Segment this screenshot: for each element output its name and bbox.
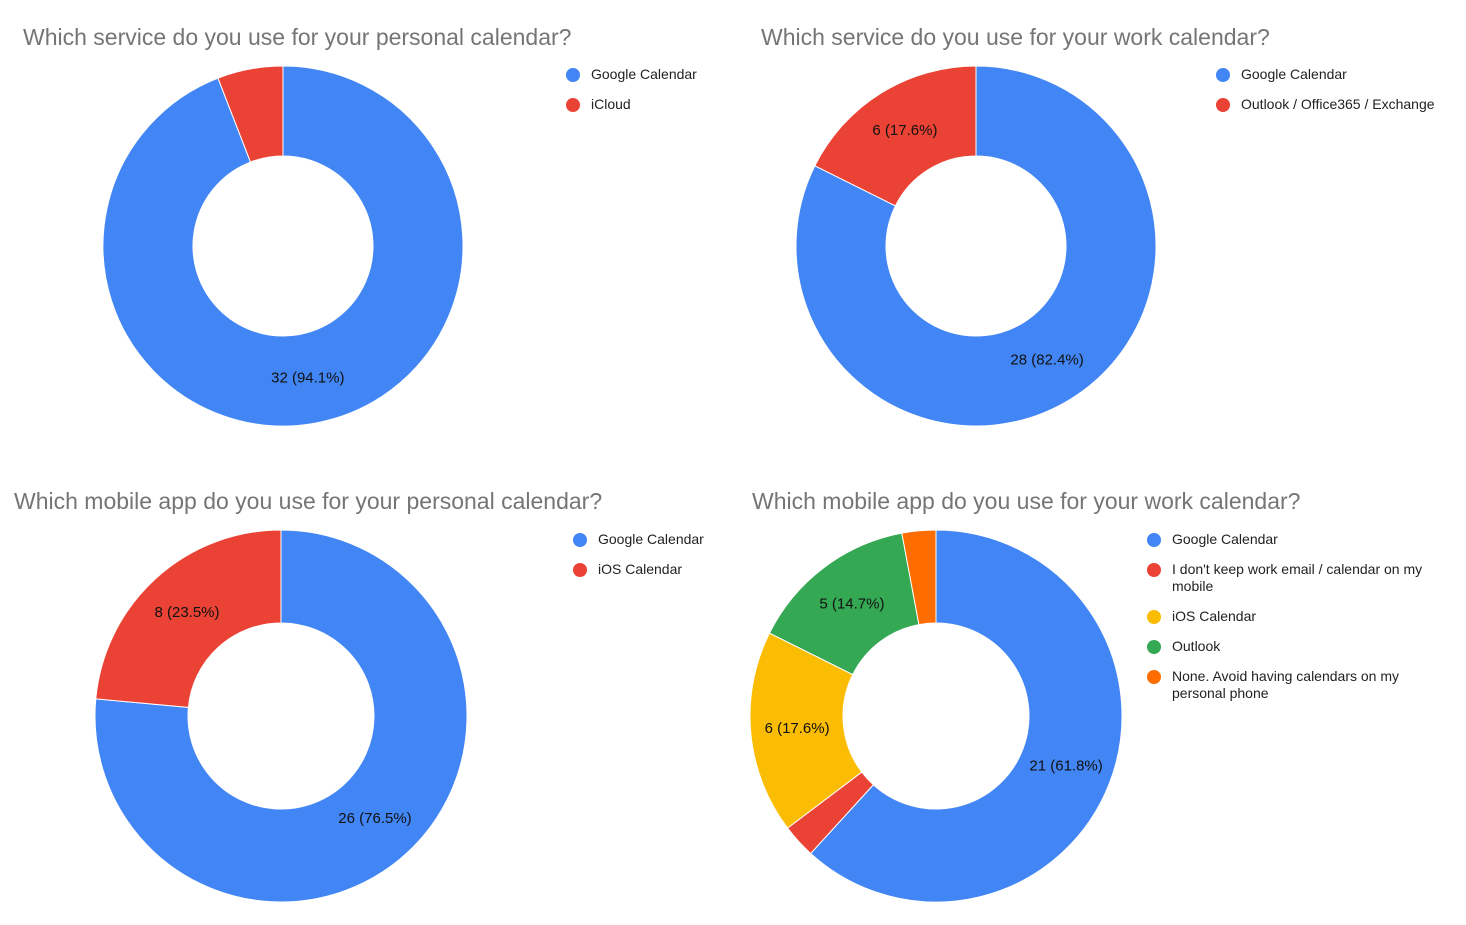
slice-google-calendar bbox=[809, 529, 1123, 903]
legend-label: Outlook bbox=[1172, 638, 1221, 654]
donut-chart: 32 (94.1%) bbox=[102, 65, 464, 427]
legend-dot-icon bbox=[1147, 670, 1161, 684]
chart-title: Which service do you use for your work c… bbox=[761, 24, 1270, 50]
legend-item-ios-calendar: iOS Calendar bbox=[573, 561, 773, 578]
donut-chart: 26 (76.5%) 8 (23.5%) bbox=[94, 529, 468, 903]
legend-item-outlook-office365-exchange: Outlook / Office365 / Exchange bbox=[1216, 96, 1461, 113]
legend-item-ios-calendar: iOS Calendar bbox=[1147, 608, 1447, 625]
donut-chart: 28 (82.4%) 6 (17.6%) bbox=[795, 65, 1157, 427]
data-label-google-calendar: 21 (61.8%) bbox=[1029, 757, 1102, 774]
data-label-outlook: 5 (14.7%) bbox=[819, 596, 884, 613]
slice-outlook bbox=[768, 532, 920, 676]
legend-dot-icon bbox=[573, 563, 587, 577]
legend-label: Google Calendar bbox=[591, 66, 697, 82]
legend-label: Outlook / Office365 / Exchange bbox=[1241, 96, 1435, 112]
slice-none-avoid-having-calendars-on-my-personal-phone bbox=[901, 529, 937, 626]
legend-dot-icon bbox=[1147, 610, 1161, 624]
legend-label: Google Calendar bbox=[1241, 66, 1347, 82]
legend-item-google-calendar: Google Calendar bbox=[1216, 66, 1461, 83]
legend-label: Google Calendar bbox=[598, 531, 704, 547]
legend-dot-icon bbox=[1216, 68, 1230, 82]
data-label-google-calendar: 28 (82.4%) bbox=[1010, 352, 1083, 369]
legend-label: iOS Calendar bbox=[598, 561, 683, 577]
legend-dot-icon bbox=[1216, 98, 1230, 112]
legend: Google Calendar iOS Calendar bbox=[573, 531, 773, 591]
legend-dot-icon bbox=[566, 98, 580, 112]
legend-label: iCloud bbox=[591, 96, 631, 112]
legend-item-none-avoid-having-calendars-on-my-personal-phone: None. Avoid having calendars on my perso… bbox=[1147, 668, 1447, 702]
legend-item-icloud: iCloud bbox=[566, 96, 766, 113]
legend: Google Calendar iCloud bbox=[566, 66, 766, 126]
slice-outlook-office365-exchange bbox=[814, 65, 977, 207]
legend-dot-icon bbox=[1147, 533, 1161, 547]
data-label-outlook-office365-exchange: 6 (17.6%) bbox=[872, 122, 937, 139]
data-label-ios-calendar: 6 (17.6%) bbox=[765, 720, 830, 737]
legend-dot-icon bbox=[1147, 640, 1161, 654]
legend-dot-icon bbox=[1147, 563, 1161, 577]
legend-dot-icon bbox=[566, 68, 580, 82]
legend-item-google-calendar: Google Calendar bbox=[573, 531, 773, 548]
chart-title: Which mobile app do you use for your wor… bbox=[752, 488, 1301, 514]
legend: Google Calendar I don't keep work email /… bbox=[1147, 531, 1447, 715]
legend-item-i-don-t-keep-work-email-calendar-on-my-mobile: I don't keep work email / calendar on my… bbox=[1147, 561, 1447, 595]
legend-dot-icon bbox=[573, 533, 587, 547]
legend-label: None. Avoid having calendars on my perso… bbox=[1172, 668, 1399, 701]
slice-ios-calendar bbox=[95, 529, 282, 708]
legend-label: iOS Calendar bbox=[1172, 608, 1257, 624]
data-label-google-calendar: 32 (94.1%) bbox=[271, 370, 344, 387]
legend: Google Calendar Outlook / Office365 / Exc… bbox=[1216, 66, 1461, 126]
legend-item-outlook: Outlook bbox=[1147, 638, 1447, 655]
legend-item-google-calendar: Google Calendar bbox=[1147, 531, 1447, 548]
slice-google-calendar bbox=[102, 65, 464, 427]
chart-title: Which service do you use for your person… bbox=[23, 24, 572, 50]
data-label-google-calendar: 26 (76.5%) bbox=[338, 810, 411, 827]
legend-item-google-calendar: Google Calendar bbox=[566, 66, 766, 83]
data-label-ios-calendar: 8 (23.5%) bbox=[154, 604, 219, 621]
legend-label: Google Calendar bbox=[1172, 531, 1278, 547]
slice-google-calendar bbox=[94, 529, 468, 903]
slice-icloud bbox=[217, 65, 284, 163]
slice-google-calendar bbox=[795, 65, 1157, 427]
slice-ios-calendar bbox=[749, 632, 863, 829]
legend-label: I don't keep work email / calendar on my… bbox=[1172, 561, 1423, 594]
donut-chart: 21 (61.8%) 6 (17.6%) 5 (14.7%) bbox=[749, 529, 1123, 903]
chart-title: Which mobile app do you use for your per… bbox=[14, 488, 603, 514]
